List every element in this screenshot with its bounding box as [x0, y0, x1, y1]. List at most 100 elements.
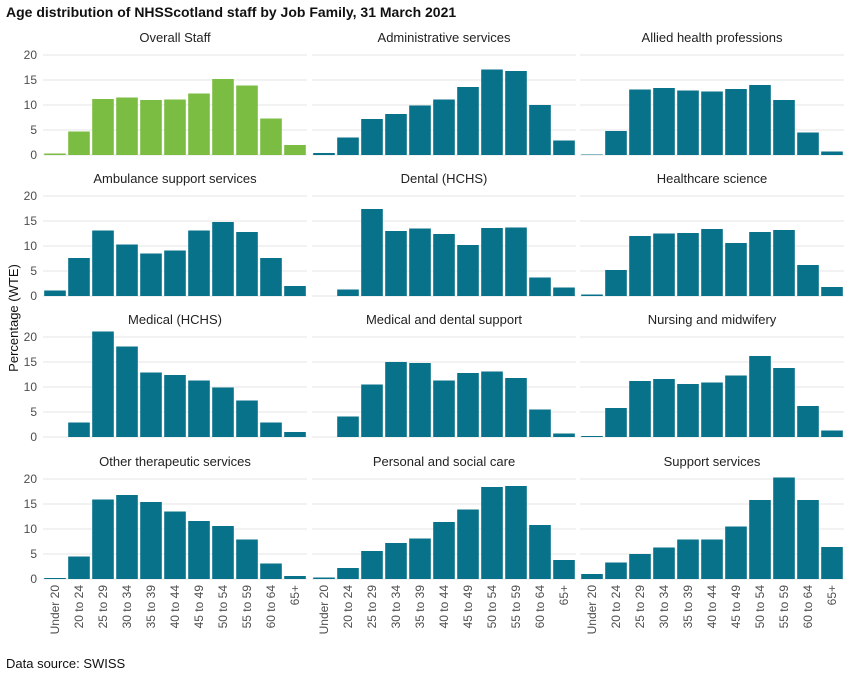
bar-nursing-and-midwifery-5	[677, 384, 699, 437]
x-tick-label: Under 20	[585, 585, 599, 635]
bar-medical-and-dental-support-3	[361, 384, 383, 437]
bar-personal-and-social-care-9	[505, 486, 527, 579]
x-tick-label: 40 to 44	[168, 585, 182, 629]
bar-medical-hchs-5	[140, 372, 162, 437]
bar-overall-staff-5	[140, 100, 162, 155]
bar-healthcare-science-7	[725, 243, 747, 296]
y-tick-label: 5	[30, 264, 37, 278]
bar-allied-health-professions-3	[629, 89, 651, 155]
bar-nursing-and-midwifery-3	[629, 381, 651, 437]
bar-nursing-and-midwifery-6	[701, 382, 723, 437]
bar-healthcare-science-4	[653, 233, 675, 296]
y-tick-label: 15	[24, 497, 38, 511]
x-tick-label: 50 to 54	[485, 585, 499, 629]
bar-medical-and-dental-support-2	[337, 416, 359, 437]
bar-allied-health-professions-7	[725, 89, 747, 155]
bar-support-services-5	[677, 539, 699, 579]
bar-nursing-and-midwifery-2	[605, 408, 627, 437]
bar-medical-and-dental-support-8	[481, 371, 503, 437]
bar-administrative-services-8	[481, 69, 503, 155]
bar-healthcare-science-11	[821, 287, 843, 296]
bar-ambulance-support-services-5	[140, 253, 162, 296]
bar-healthcare-science-10	[797, 265, 819, 296]
x-tick-label: 35 to 39	[144, 585, 158, 629]
bar-support-services-2	[605, 562, 627, 579]
bar-nursing-and-midwifery-10	[797, 406, 819, 437]
y-tick-label: 10	[24, 98, 38, 112]
x-tick-label: 45 to 49	[729, 585, 743, 629]
bar-personal-and-social-care-3	[361, 551, 383, 579]
x-tick-label: 65+	[825, 585, 839, 605]
x-tick-label: 60 to 64	[801, 585, 815, 629]
bar-medical-and-dental-support-6	[433, 380, 455, 437]
bar-allied-health-professions-2	[605, 131, 627, 155]
bar-overall-staff-9	[236, 85, 258, 155]
bar-support-services-1	[581, 574, 603, 579]
bar-administrative-services-9	[505, 71, 527, 155]
x-tick-label: 50 to 54	[216, 585, 230, 629]
bar-other-therapeutic-services-10	[260, 563, 282, 579]
bar-nursing-and-midwifery-11	[821, 430, 843, 437]
bar-ambulance-support-services-3	[92, 230, 114, 296]
bar-dental-hchs-8	[481, 228, 503, 296]
x-tick-label: 60 to 64	[533, 585, 547, 629]
y-tick-label: 0	[30, 289, 37, 303]
bar-nursing-and-midwifery-8	[749, 356, 771, 437]
x-tick-label: 35 to 39	[681, 585, 695, 629]
bar-allied-health-professions-5	[677, 90, 699, 155]
x-tick-label: 20 to 24	[609, 585, 623, 629]
bar-overall-staff-6	[164, 99, 186, 155]
x-tick-label: 55 to 59	[509, 585, 523, 629]
y-tick-label: 20	[24, 189, 38, 203]
x-tick-label: 30 to 34	[389, 585, 403, 629]
y-tick-label: 15	[24, 73, 38, 87]
x-tick-label: 20 to 24	[72, 585, 86, 629]
y-axis-label: Percentage (WTE)	[6, 264, 21, 372]
bar-medical-and-dental-support-10	[529, 409, 551, 437]
bar-allied-health-professions-9	[773, 100, 795, 155]
facet-title-allied-health-professions: Allied health professions	[642, 30, 783, 45]
y-tick-label: 0	[30, 572, 37, 586]
bar-medical-and-dental-support-4	[385, 362, 407, 437]
bar-healthcare-science-8	[749, 232, 771, 296]
bar-other-therapeutic-services-11	[284, 576, 306, 579]
y-tick-label: 5	[30, 405, 37, 419]
bar-ambulance-support-services-7	[188, 230, 210, 296]
x-tick-label: 35 to 39	[413, 585, 427, 629]
bar-overall-staff-3	[92, 99, 114, 155]
x-tick-label: 45 to 49	[461, 585, 475, 629]
bar-allied-health-professions-8	[749, 85, 771, 155]
bar-administrative-services-4	[385, 114, 407, 155]
bar-medical-hchs-10	[260, 422, 282, 437]
x-tick-label: 55 to 59	[777, 585, 791, 629]
bar-medical-hchs-9	[236, 400, 258, 437]
bar-nursing-and-midwifery-9	[773, 368, 795, 437]
chart-title: Age distribution of NHSScotland staff by…	[6, 4, 456, 20]
y-tick-label: 10	[24, 239, 38, 253]
bar-allied-health-professions-4	[653, 88, 675, 155]
bar-ambulance-support-services-10	[260, 258, 282, 296]
y-tick-label: 15	[24, 355, 38, 369]
data-source: Data source: SWISS	[6, 656, 126, 671]
bar-administrative-services-3	[361, 119, 383, 155]
bar-ambulance-support-services-8	[212, 222, 234, 296]
bar-ambulance-support-services-4	[116, 244, 138, 296]
x-tick-label: 65+	[557, 585, 571, 605]
bar-allied-health-professions-1	[581, 154, 603, 155]
bar-medical-hchs-11	[284, 432, 306, 437]
bar-healthcare-science-3	[629, 236, 651, 296]
bar-personal-and-social-care-5	[409, 538, 431, 579]
bar-other-therapeutic-services-4	[116, 495, 138, 579]
bar-overall-staff-2	[68, 131, 90, 155]
bar-administrative-services-6	[433, 99, 455, 155]
bar-healthcare-science-6	[701, 229, 723, 296]
bar-overall-staff-10	[260, 118, 282, 155]
x-tick-label: Under 20	[317, 585, 331, 635]
bar-medical-and-dental-support-9	[505, 378, 527, 437]
bar-other-therapeutic-services-8	[212, 526, 234, 579]
bar-support-services-9	[773, 477, 795, 579]
bar-nursing-and-midwifery-1	[581, 436, 603, 437]
bar-other-therapeutic-services-6	[164, 511, 186, 579]
bar-dental-hchs-4	[385, 231, 407, 296]
